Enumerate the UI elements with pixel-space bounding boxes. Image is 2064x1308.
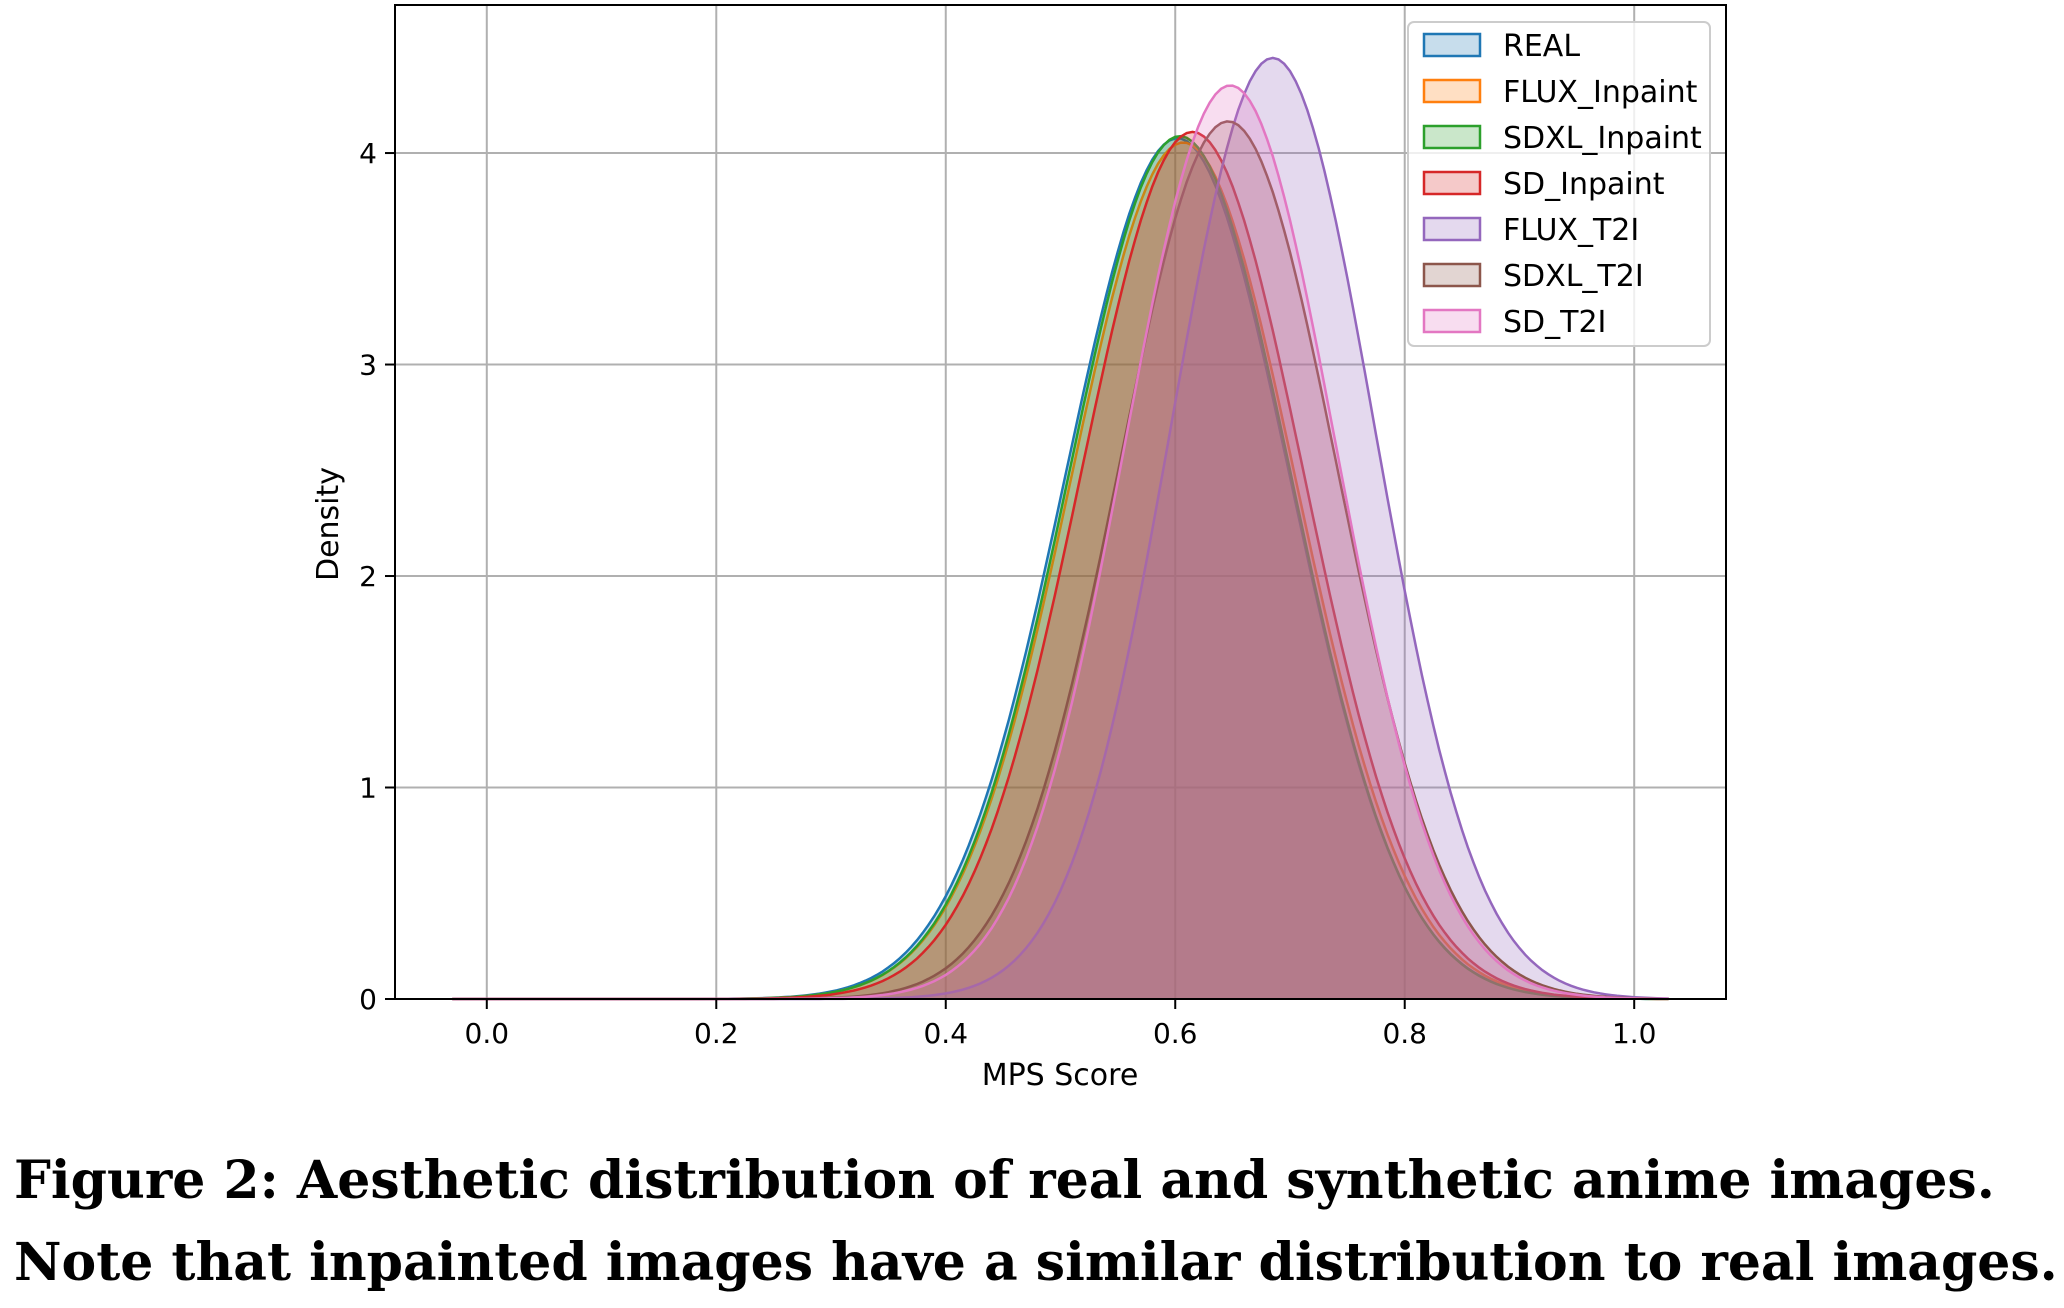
density-chart: 0.0 0.2 0.4 0.6 0.8 1.0 0 1 2 3 4 MPS Score Densit…	[311, 4, 1727, 1093]
y-tick-label: 4	[359, 137, 377, 170]
density-fill-sdxl-t2i	[452, 121, 1669, 999]
density-areas	[452, 56, 1669, 1001]
legend-label: SDXL_Inpaint	[1503, 121, 1702, 156]
axis-ticks: 0.0 0.2 0.4 0.6 0.8 1.0 0 1 2 3 4	[359, 137, 1656, 1050]
density-fill-sd-inpaint	[452, 131, 1669, 999]
legend-label: SD_Inpaint	[1503, 167, 1665, 202]
x-tick-label: 0.2	[694, 1017, 739, 1050]
legend-label: FLUX_T2I	[1503, 213, 1639, 248]
y-tick-label: 3	[359, 349, 377, 382]
legend-label: REAL	[1503, 29, 1580, 64]
y-axis-label: Density	[311, 467, 346, 581]
legend-swatch	[1422, 308, 1482, 334]
x-tick-label: 0.6	[1153, 1017, 1198, 1050]
y-tick-label: 1	[359, 772, 377, 805]
x-tick-label: 0.8	[1382, 1017, 1427, 1050]
legend: REAL FLUX_Inpaint SDXL_Inpaint SD_Inpaint FL…	[1407, 21, 1711, 347]
x-axis-label: MPS Score	[982, 1058, 1139, 1093]
legend-label: SD_T2I	[1503, 305, 1606, 340]
plot-frame	[394, 4, 1727, 1000]
legend-swatch	[1422, 170, 1482, 196]
legend-swatch	[1422, 262, 1482, 288]
legend-label: SDXL_T2I	[1503, 259, 1644, 294]
legend-swatch	[1422, 32, 1482, 58]
figure-caption: Figure 2: Aesthetic distribution of real…	[14, 1140, 2064, 1304]
legend-swatch	[1422, 78, 1482, 104]
caption-line-1: Figure 2: Aesthetic distribution of real…	[14, 1150, 1995, 1211]
legend-swatch	[1422, 216, 1482, 242]
y-tick-label: 0	[359, 983, 377, 1016]
density-fill-sd-t2i	[452, 85, 1669, 1000]
x-tick-label: 1.0	[1612, 1017, 1657, 1050]
x-tick-label: 0.0	[465, 1017, 510, 1050]
legend-swatch	[1422, 124, 1482, 150]
caption-line-2: Note that inpainted images have a simila…	[14, 1232, 2058, 1293]
y-tick-label: 2	[359, 560, 377, 593]
density-fill-flux-t2i	[452, 57, 1669, 999]
legend-frame	[1407, 21, 1711, 347]
legend-label: FLUX_Inpaint	[1503, 75, 1698, 110]
x-tick-label: 0.4	[923, 1017, 968, 1050]
